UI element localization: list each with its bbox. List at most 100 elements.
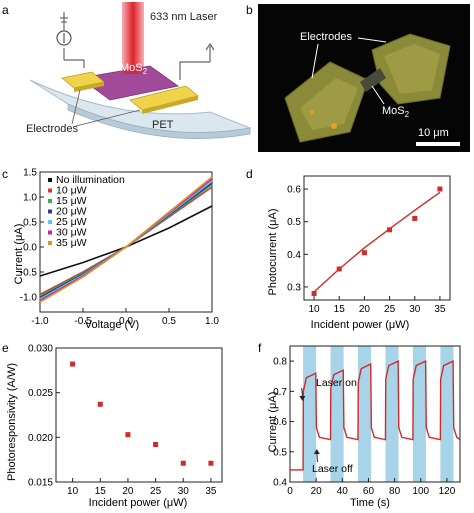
- micrograph-electrodes-label: Electrodes: [300, 31, 352, 43]
- panel-f: f Time (s) Current (μA) 0 20 40 60 80 100 1200…: [258, 341, 461, 509]
- panel-d-fit-line: [313, 191, 441, 293]
- panel-f-ylabel: Current (μA): [267, 392, 279, 453]
- panel-e-data-point: [97, 401, 103, 407]
- panel-d-data-point: [336, 266, 342, 272]
- panel-b-letter: b: [246, 3, 253, 17]
- panel-c-legend-swatch: [48, 220, 52, 224]
- laser-beam: [122, 2, 144, 74]
- panel-f-ytick-label: 0.4: [273, 478, 287, 489]
- panel-d-data-point: [387, 227, 393, 233]
- panel-f-laser-on-band: [330, 346, 344, 482]
- panel-f-ytick-label: 0.5: [273, 447, 287, 458]
- panel-f-laser-on-band: [303, 346, 317, 482]
- panel-c-xtick-label: 0.5: [162, 316, 176, 327]
- panel-f-xtick-label: 40: [337, 486, 349, 497]
- panel-c-xlabel: Voltage (V): [85, 319, 139, 331]
- laser-on-annotation: Laser on: [316, 377, 357, 389]
- panel-d-xtick-label: 15: [334, 304, 346, 315]
- panel-f-ytick-label: 0.8: [273, 357, 287, 368]
- panel-f-xtick-label: 20: [311, 486, 323, 497]
- panel-f-laser-on-band: [385, 346, 399, 482]
- panel-c-ytick-label: -0.5: [20, 268, 38, 279]
- micrograph-mos2: [360, 68, 386, 92]
- panel-f-xtick-label: 60: [363, 486, 375, 497]
- panel-c-legend-label: 25 μW: [56, 216, 87, 228]
- electrodes-label: Electrodes: [26, 123, 78, 135]
- panel-d-xtick-label: 20: [359, 304, 371, 315]
- panel-d-ylabel: Photocurrent (μA): [267, 208, 279, 295]
- panel-c-xtick-label: 0.0: [119, 316, 133, 327]
- panel-d-xlabel: Incident power (μW): [311, 319, 410, 331]
- mos2-label: MoS2: [120, 62, 148, 76]
- panel-d-xtick-label: 35: [434, 304, 446, 315]
- panel-c-legend-label: 15 μW: [56, 195, 87, 207]
- panel-c-ylabel: Current (μA): [13, 224, 25, 285]
- panel-e-xlabel: Incident power (μW): [89, 497, 188, 509]
- panel-e-xtick-label: 10: [67, 486, 79, 497]
- panel-c-xtick-label: -0.5: [74, 316, 92, 327]
- panel-b: b Electrodes MoS2 10 μm: [246, 3, 470, 152]
- panel-d-data-point: [412, 215, 418, 221]
- pet-label: PET: [152, 119, 174, 131]
- panel-f-axes-frame: [289, 345, 461, 483]
- panel-d-data-point: [311, 290, 317, 296]
- panel-f-xlabel: Time (s): [350, 497, 390, 509]
- panel-d-xtick-label: 10: [309, 304, 321, 315]
- panel-e-xtick-label: 20: [122, 486, 134, 497]
- panel-c-legend-swatch: [48, 199, 52, 203]
- panel-e-xtick-label: 30: [178, 486, 190, 497]
- panel-d-axes-frame: [303, 175, 451, 301]
- panel-f-xtick-label: 120: [439, 486, 456, 497]
- panel-e-ytick-label: 0.020: [28, 433, 53, 444]
- panel-c-legend-label: 10 μW: [56, 185, 87, 197]
- panel-e-xtick-label: 25: [150, 486, 162, 497]
- panel-f-laser-on-band: [440, 346, 454, 482]
- panel-c-legend-swatch: [48, 209, 52, 214]
- panel-e-xtick-label: 35: [205, 486, 217, 497]
- panel-f-letter: f: [258, 341, 262, 355]
- panel-c-ytick-label: 0.5: [23, 218, 37, 229]
- panel-c-legend-swatch: [48, 178, 52, 182]
- circuit-wiring: [60, 12, 215, 80]
- panel-c-letter: c: [2, 167, 8, 181]
- panel-d-data-point: [437, 186, 443, 192]
- panel-c-legend-swatch: [48, 188, 52, 193]
- laser-label: 633 nm Laser: [150, 11, 218, 23]
- panel-d-xtick-label: 25: [384, 304, 396, 315]
- panel-a-letter: a: [2, 3, 9, 17]
- panel-e-ylabel: Photoresponsivity (A/W): [6, 363, 18, 481]
- panel-c-plot: -1.0 -0.5 0.0 0.5 1.0 -1.0 -0.5 0.0 0.5 1.0 1.5 No …: [20, 168, 220, 328]
- panel-e-ytick-label: 0.030: [28, 344, 53, 355]
- panel-c-legend-label: 30 μW: [56, 227, 87, 239]
- panel-e-data-point: [180, 460, 186, 466]
- micrograph-mos2-label: MoS2: [382, 105, 410, 119]
- panel-c-ytick-label: 0.0: [23, 243, 37, 254]
- panel-e-data-point: [125, 432, 131, 438]
- scale-bar: [416, 142, 460, 146]
- panel-e-axes-frame: [55, 347, 223, 483]
- panel-d-ytick-label: 0.6: [287, 185, 301, 196]
- panel-c-legend-label: 20 μW: [56, 206, 87, 218]
- laser-on-arrowhead: [299, 396, 306, 401]
- panel-d-letter: d: [246, 167, 253, 181]
- panel-f-ytick-label: 0.6: [273, 417, 287, 428]
- panel-c-ytick-label: 1.5: [23, 168, 37, 179]
- panel-c: c Voltage (V) Current (μA) -1.0 -0.5 0.0 0.…: [2, 167, 219, 331]
- panel-c-legend-label: 35 μW: [56, 237, 87, 249]
- panel-d-ytick-label: 0.4: [287, 250, 301, 261]
- panel-e-ytick-label: 0.015: [28, 478, 53, 489]
- laser-off-arrowhead: [313, 449, 320, 454]
- panel-f-xtick-label: 100: [412, 486, 429, 497]
- panel-c-ytick-label: -1.0: [20, 293, 38, 304]
- panel-d-data-point: [361, 250, 367, 256]
- panel-c-ytick-label: 1.0: [23, 193, 37, 204]
- panel-c-legend-swatch: [48, 230, 52, 235]
- panel-e-data-point: [208, 460, 214, 466]
- panel-f-plot: 0 20 40 60 80 100 120 0.4 0.5 0.6 0.7 0.8: [273, 345, 461, 497]
- panel-e-plot: 10 15 20 25 30 35 0.015 0.020 0.025 0.030: [28, 344, 223, 497]
- panel-d-plot: 10 15 20 25 30 35 0.3 0.4 0.5 0.6: [287, 175, 451, 315]
- panel-f-laser-on-band: [412, 346, 426, 482]
- panel-e: e Incident power (μW) Photoresponsivity …: [2, 341, 223, 509]
- panel-e-data-point: [153, 441, 159, 447]
